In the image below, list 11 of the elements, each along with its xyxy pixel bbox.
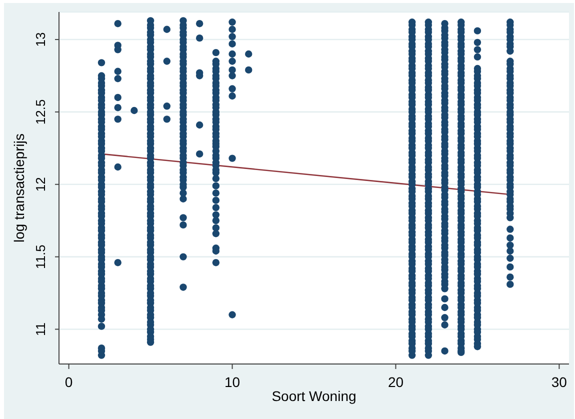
y-axis-title: log transactieprijs [11, 134, 27, 242]
y-tick-label: 11 [33, 322, 48, 336]
y-tick-label: 12.5 [33, 99, 48, 125]
y-tick-label: 13 [33, 32, 48, 47]
x-tick-label: 0 [64, 374, 73, 390]
x-tick-label: 30 [551, 374, 568, 390]
x-tick-label: 10 [224, 374, 240, 390]
y-tick-label: 12 [33, 177, 48, 192]
x-tick-label: 20 [388, 374, 404, 390]
y-tick-label: 11.5 [33, 244, 48, 269]
x-axis-title: Soort Woning [272, 388, 356, 404]
